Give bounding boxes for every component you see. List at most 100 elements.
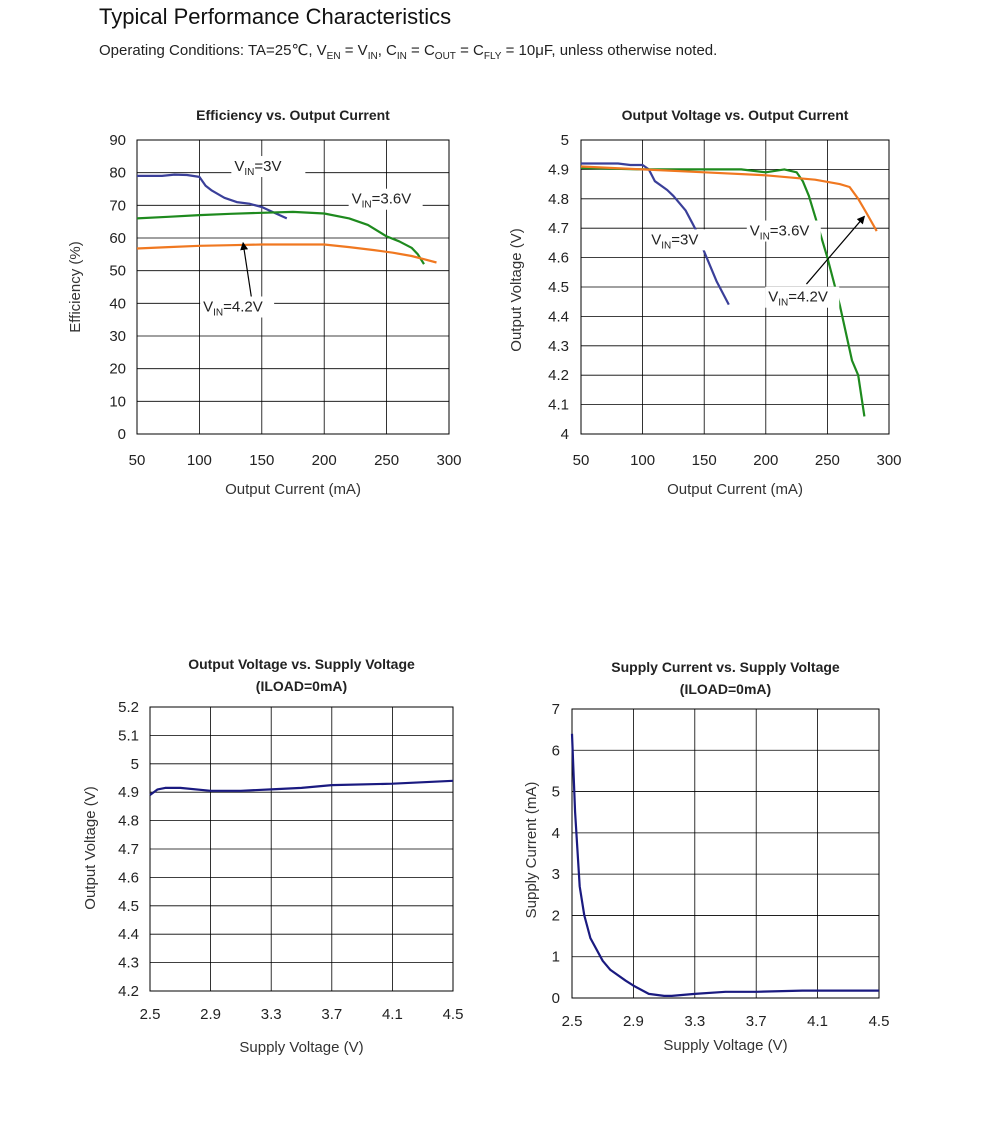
x-tick-label: 200 <box>753 452 778 469</box>
annotation-bg <box>348 188 423 210</box>
y-tick-label: 20 <box>109 361 126 378</box>
x-axis-label: Output Current (mA) <box>667 481 803 498</box>
y-tick-label: 80 <box>109 165 126 182</box>
x-tick-label: 300 <box>436 452 461 469</box>
annotation-label-2: VIN=3.6V <box>750 223 810 243</box>
chart-subtitle: (ILOAD=0mA) <box>256 678 347 694</box>
y-tick-label: 3 <box>552 866 560 883</box>
series-line-1 <box>137 173 288 220</box>
y-tick-label: 4.9 <box>118 784 139 801</box>
x-tick-label: 4.1 <box>807 1013 828 1030</box>
x-axis-label: Supply Voltage (V) <box>663 1037 787 1054</box>
chart-4: Supply Current vs. Supply Voltage (ILOAD=… <box>523 659 889 1054</box>
x-tick-label: 3.7 <box>746 1013 767 1030</box>
x-tick-label: 4.5 <box>869 1013 890 1030</box>
y-axis-label: Output Voltage (V) <box>82 786 99 909</box>
series-line-3 <box>580 165 878 232</box>
y-tick-label: 0 <box>552 990 560 1007</box>
y-tick-label: 5 <box>552 784 560 801</box>
y-tick-label: 4.1 <box>548 397 569 414</box>
chart-title: Output Voltage vs. Output Current <box>622 107 849 123</box>
plot-frame <box>571 708 880 999</box>
annotation-label-2: VIN=3.6V <box>352 191 412 211</box>
annotation-bg <box>231 156 306 178</box>
series-line-1 <box>570 733 879 998</box>
annotation-label-3: VIN=4.2V <box>203 299 263 319</box>
x-tick-label: 2.9 <box>623 1013 644 1030</box>
annotation-label-1: VIN=3V <box>234 158 281 178</box>
x-tick-label: 4.1 <box>382 1006 403 1023</box>
x-axis-label: Output Current (mA) <box>225 481 361 498</box>
y-tick-label: 7 <box>552 701 560 718</box>
x-tick-label: 4.5 <box>443 1006 464 1023</box>
operating-conditions: Operating Conditions: TA=25℃, VEN = VIN,… <box>99 42 718 62</box>
series-line-1 <box>149 779 454 796</box>
y-tick-label: 4.2 <box>548 367 569 384</box>
x-tick-label: 2.5 <box>562 1013 583 1030</box>
y-tick-label: 4.9 <box>548 161 569 178</box>
y-tick-label: 4.8 <box>548 191 569 208</box>
y-tick-label: 10 <box>109 393 126 410</box>
y-tick-label: 50 <box>109 263 126 280</box>
chart-3: Output Voltage vs. Supply Voltage (ILOAD=… <box>82 656 463 1056</box>
chart-title: Supply Current vs. Supply Voltage <box>611 659 840 675</box>
plot-frame <box>136 139 450 435</box>
series-line-2 <box>136 210 425 265</box>
plot-frame <box>149 706 454 992</box>
x-tick-label: 150 <box>249 452 274 469</box>
annotation-bg <box>200 296 275 318</box>
annotation-label-3: VIN=4.2V <box>768 289 828 309</box>
x-tick-label: 250 <box>374 452 399 469</box>
x-tick-label: 100 <box>630 452 655 469</box>
y-tick-label: 4.4 <box>548 308 569 325</box>
y-tick-label: 0 <box>118 426 126 443</box>
x-tick-label: 150 <box>692 452 717 469</box>
y-tick-label: 5 <box>561 132 569 149</box>
y-axis-label: Output Voltage (V) <box>508 228 525 351</box>
annotation-bg <box>648 229 723 251</box>
y-tick-label: 40 <box>109 295 126 312</box>
chart-2: Output Voltage vs. Output Current 50 100 15… <box>508 107 902 498</box>
x-tick-label: 300 <box>876 452 901 469</box>
y-tick-label: 4.2 <box>118 983 139 1000</box>
chart-title: Output Voltage vs. Supply Voltage <box>188 656 415 672</box>
y-tick-label: 30 <box>109 328 126 345</box>
y-tick-label: 5 <box>131 756 139 773</box>
x-tick-label: 100 <box>187 452 212 469</box>
chart-subtitle: (ILOAD=0mA) <box>680 681 771 697</box>
y-tick-label: 4.4 <box>118 926 139 943</box>
annotation-label-1: VIN=3V <box>651 231 698 251</box>
y-tick-label: 4 <box>561 426 569 443</box>
x-tick-label: 3.7 <box>321 1006 342 1023</box>
annotation-arrow <box>240 241 253 301</box>
x-tick-label: 3.3 <box>684 1013 705 1030</box>
y-tick-label: 4.5 <box>548 279 569 296</box>
y-tick-label: 4.3 <box>118 955 139 972</box>
y-tick-label: 90 <box>109 132 126 149</box>
series-line-2 <box>580 166 866 417</box>
y-tick-label: 5.1 <box>118 727 139 744</box>
y-tick-label: 4.5 <box>118 898 139 915</box>
x-tick-label: 2.9 <box>200 1006 221 1023</box>
y-tick-label: 4.7 <box>548 220 569 237</box>
y-tick-label: 1 <box>552 949 560 966</box>
plot-frame <box>580 139 890 435</box>
chart-title: Efficiency vs. Output Current <box>196 107 390 123</box>
annotation-arrow <box>806 215 866 285</box>
x-tick-label: 3.3 <box>261 1006 282 1023</box>
y-tick-label: 60 <box>109 230 126 247</box>
x-axis-label: Supply Voltage (V) <box>239 1039 363 1056</box>
annotation-bg <box>765 286 840 308</box>
y-axis-label: Supply Current (mA) <box>523 782 540 919</box>
x-tick-label: 2.5 <box>140 1006 161 1023</box>
y-tick-label: 4.6 <box>118 869 139 886</box>
annotation-bg <box>746 220 821 242</box>
y-tick-label: 4.6 <box>548 250 569 267</box>
y-tick-label: 70 <box>109 197 126 214</box>
y-tick-label: 5.2 <box>118 699 139 716</box>
page-title: Typical Performance Characteristics <box>99 4 452 29</box>
y-tick-label: 4.7 <box>118 841 139 858</box>
series-line-3 <box>136 243 437 264</box>
